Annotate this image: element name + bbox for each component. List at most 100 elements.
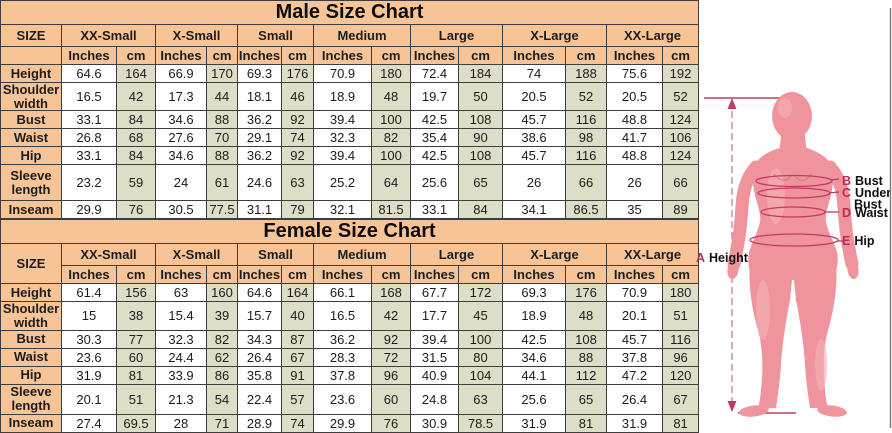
cm-value-cell: 51 bbox=[661, 301, 700, 331]
inches-value-cell: 26.4 bbox=[237, 347, 282, 367]
measurement-label: Sleeve length bbox=[0, 383, 62, 415]
inches-value-cell: 38.6 bbox=[502, 128, 566, 148]
body-highlights bbox=[756, 98, 827, 391]
size-column-header: X-Large bbox=[502, 243, 607, 267]
inches-value-cell: 15.4 bbox=[155, 301, 207, 331]
inches-value-cell: 34.6 bbox=[502, 347, 566, 367]
table-row: Sleeve length 20.1 51 21.3 54 22.4 57 23.6 60 24.… bbox=[0, 383, 700, 415]
cm-value-cell: 82 bbox=[206, 329, 238, 349]
size-column-header: Medium bbox=[313, 24, 411, 47]
unit-header: Inches bbox=[410, 46, 459, 65]
unit-header: cm bbox=[661, 265, 700, 285]
measure-ellipses bbox=[749, 174, 843, 247]
inches-value-cell: 31.5 bbox=[410, 347, 459, 367]
inches-value-cell: 39.4 bbox=[313, 146, 372, 166]
cm-value-cell: 44 bbox=[206, 81, 238, 112]
cm-value-cell: 188 bbox=[565, 64, 607, 83]
size-column-header: X-Small bbox=[155, 24, 238, 47]
cm-value-cell: 77 bbox=[116, 329, 156, 349]
corner-empty-cell bbox=[0, 46, 62, 65]
cm-value-cell: 52 bbox=[565, 81, 607, 112]
inches-value-cell: 20.1 bbox=[606, 301, 663, 331]
cm-value-cell: 92 bbox=[281, 110, 314, 130]
inches-value-cell: 26.4 bbox=[606, 383, 663, 415]
size-corner-label: SIZE bbox=[0, 243, 62, 285]
inches-value-cell: 45.7 bbox=[606, 329, 663, 349]
inches-value-cell: 36.2 bbox=[237, 110, 282, 130]
cm-value-cell: 84 bbox=[116, 110, 156, 130]
unit-header: cm bbox=[662, 46, 699, 65]
measurement-label: Sleeve length bbox=[0, 164, 62, 202]
left-leg bbox=[749, 258, 792, 408]
inches-value-cell: 45.7 bbox=[502, 146, 566, 166]
inches-value-cell: 35.4 bbox=[410, 128, 459, 148]
unit-header: Inches bbox=[61, 265, 117, 285]
inches-value-cell: 42.5 bbox=[410, 146, 459, 166]
cm-value-cell: 66 bbox=[662, 164, 699, 202]
size-column-header: X-Large bbox=[502, 24, 607, 47]
inches-value-cell: 61.4 bbox=[61, 283, 117, 303]
inches-value-cell: 28.9 bbox=[237, 413, 282, 433]
table-row: Hip 31.9 81 33.9 86 35.8 91 37.8 96 40.9 104 44.1 11… bbox=[0, 365, 700, 385]
size-column-header: XX-Large bbox=[605, 243, 700, 267]
inches-value-cell: 33.1 bbox=[410, 200, 459, 220]
cm-value-cell: 71 bbox=[206, 413, 238, 433]
cm-value-cell: 60 bbox=[371, 383, 411, 415]
cm-value-cell: 96 bbox=[661, 347, 700, 367]
cm-value-cell: 81 bbox=[565, 413, 607, 433]
cm-value-cell: 42 bbox=[116, 81, 156, 112]
inches-value-cell: 25.2 bbox=[313, 164, 372, 202]
unit-header: Inches bbox=[237, 46, 282, 65]
cm-value-cell: 48 bbox=[565, 301, 607, 331]
unit-header: cm bbox=[565, 265, 607, 285]
right-leg bbox=[794, 258, 837, 408]
inches-value-cell: 45.7 bbox=[502, 110, 566, 130]
inches-value-cell: 32.3 bbox=[313, 128, 372, 148]
cm-value-cell: 66 bbox=[565, 164, 607, 202]
cm-value-cell: 51 bbox=[116, 383, 156, 415]
cm-value-cell: 180 bbox=[371, 64, 411, 83]
inches-value-cell: 28 bbox=[155, 413, 207, 433]
size-corner-label: SIZE bbox=[0, 24, 62, 47]
cm-value-cell: 91 bbox=[281, 365, 314, 385]
inches-value-cell: 26 bbox=[502, 164, 566, 202]
right-arm bbox=[823, 160, 859, 271]
cm-value-cell: 59 bbox=[116, 164, 156, 202]
height-label: A Height bbox=[696, 251, 749, 265]
cm-value-cell: 42 bbox=[371, 301, 411, 331]
cm-value-cell: 108 bbox=[458, 146, 503, 166]
inches-value-cell: 31.9 bbox=[61, 365, 117, 385]
right-foot bbox=[817, 405, 847, 417]
inches-value-cell: 40.9 bbox=[410, 365, 459, 385]
inches-value-cell: 32.3 bbox=[155, 329, 207, 349]
measurement-label: Waist bbox=[0, 128, 62, 148]
size-column-header: Small bbox=[237, 243, 314, 267]
cm-value-cell: 78.5 bbox=[458, 413, 503, 433]
inches-value-cell: 18.1 bbox=[237, 81, 282, 112]
cm-value-cell: 86 bbox=[206, 365, 238, 385]
cm-value-cell: 100 bbox=[371, 110, 411, 130]
inches-value-cell: 35 bbox=[606, 200, 663, 220]
table-row: Inseam 27.4 69.5 28 71 28.9 74 29.9 76 30.9 78.5 31… bbox=[0, 413, 700, 433]
cm-value-cell: 170 bbox=[206, 64, 238, 83]
measurement-label: Inseam bbox=[0, 200, 62, 220]
cm-value-cell: 74 bbox=[281, 128, 314, 148]
inches-value-cell: 27.4 bbox=[61, 413, 117, 433]
table-row: Height 64.6 164 66.9 170 69.3 176 70.9 180 72.4 18… bbox=[0, 64, 699, 83]
table-row: Waist 23.6 60 24.4 62 26.4 67 28.3 72 31.5 80 34.6 8… bbox=[0, 347, 700, 367]
inches-value-cell: 69.3 bbox=[237, 64, 282, 83]
table-row: Sleeve length 23.2 59 24 61 24.6 63 25.2 64 25.6 6… bbox=[0, 164, 699, 202]
table-row: Height 61.4 156 63 160 64.6 164 66.1 168 67.7 172 6… bbox=[0, 283, 700, 303]
inches-value-cell: 25.6 bbox=[410, 164, 459, 202]
inches-value-cell: 63 bbox=[155, 283, 207, 303]
measurement-label: Shoulder width bbox=[0, 81, 62, 112]
inches-value-cell: 34.1 bbox=[502, 200, 566, 220]
cm-value-cell: 74 bbox=[281, 413, 314, 433]
size-column-header: Large bbox=[410, 24, 503, 47]
cm-value-cell: 104 bbox=[458, 365, 503, 385]
cm-value-cell: 172 bbox=[458, 283, 503, 303]
inches-value-cell: 16.5 bbox=[61, 81, 117, 112]
cm-value-cell: 50 bbox=[458, 81, 503, 112]
cm-value-cell: 124 bbox=[662, 146, 699, 166]
inches-value-cell: 22.4 bbox=[237, 383, 282, 415]
